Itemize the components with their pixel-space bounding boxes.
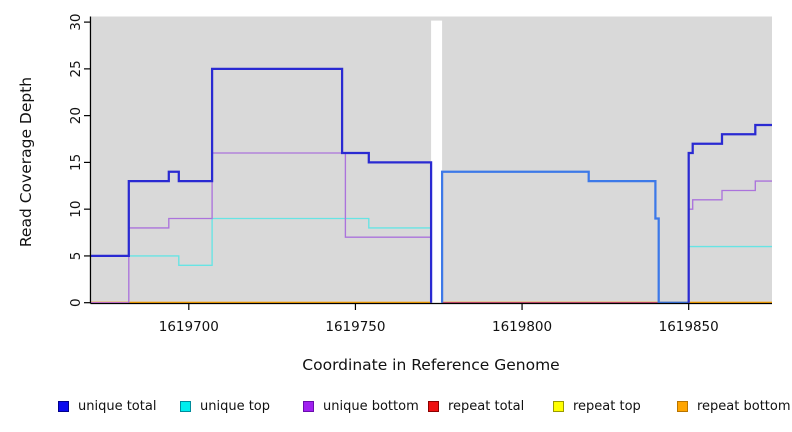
y-tick-label: 0 <box>68 298 84 307</box>
series-unique-bottom-line <box>128 152 432 303</box>
x-tick-label: 1619850 <box>659 319 719 335</box>
repeat-top-swatch-icon <box>553 400 564 412</box>
legend-label: unique bottom <box>323 398 419 414</box>
legend-label: repeat top <box>573 398 641 414</box>
legend-item-repeat-top: repeat top <box>553 397 641 415</box>
coverage-gap-band <box>431 20 443 303</box>
repeat-total-swatch-icon <box>428 400 439 412</box>
y-tick-label: 5 <box>68 252 84 261</box>
legend: unique total unique top unique bottom repea… <box>0 397 792 419</box>
unique-bottom-swatch-icon <box>303 400 314 412</box>
y-tick-label: 30 <box>68 14 84 31</box>
unique-total-swatch-icon <box>58 400 69 412</box>
legend-label: repeat total <box>448 398 525 414</box>
legend-item-unique-total: unique total <box>58 397 156 415</box>
unique-top-swatch-icon <box>180 400 191 412</box>
series-unique-total-line <box>440 170 689 304</box>
legend-label: repeat bottom <box>697 398 791 414</box>
x-axis-title: Coordinate in Reference Genome <box>302 356 560 374</box>
y-tick-label: 10 <box>68 201 84 218</box>
series-unique-total-line <box>90 67 433 303</box>
x-tick-label: 1619800 <box>492 319 552 335</box>
x-tick-label: 1619700 <box>159 319 219 335</box>
legend-label: unique top <box>200 398 271 414</box>
y-axis-title: Read Coverage Depth <box>17 76 35 248</box>
legend-item-unique-top: unique top <box>180 397 270 415</box>
x-tick-label: 1619750 <box>325 319 385 335</box>
series-unique-total-line <box>687 123 772 303</box>
repeat-bottom-swatch-icon <box>677 400 688 412</box>
series-unique-bottom-line <box>688 180 772 303</box>
legend-item-repeat-total: repeat total <box>428 397 524 415</box>
y-tick-label: 20 <box>68 107 84 124</box>
legend-label: unique total <box>78 398 157 414</box>
y-tick-label: 25 <box>68 60 84 77</box>
legend-item-unique-bottom: unique bottom <box>303 397 419 415</box>
y-tick-label: 15 <box>68 154 84 171</box>
legend-item-repeat-bottom: repeat bottom <box>677 397 791 415</box>
